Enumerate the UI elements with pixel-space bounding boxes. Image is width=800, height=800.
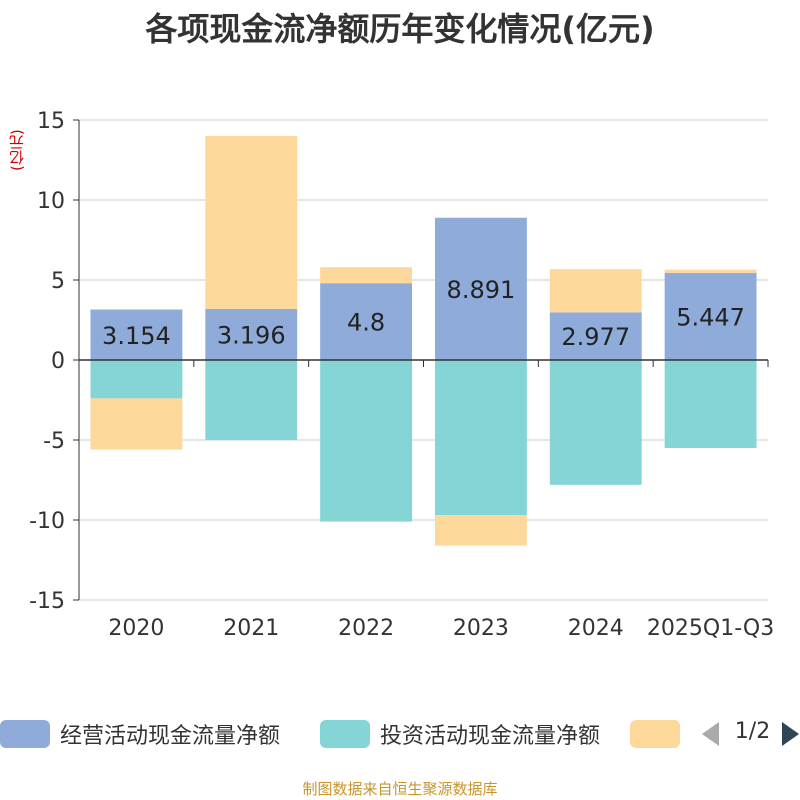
bar-series1-2024 — [549, 360, 642, 485]
y-tick-label: 15 — [37, 109, 65, 134]
bar-series1-2022 — [320, 360, 413, 522]
bar-series2-2022 — [320, 267, 413, 284]
bar-series0-2023 — [434, 217, 527, 360]
data-label-2024: 2.977 — [561, 323, 630, 351]
bar-series1-2021 — [205, 360, 298, 440]
data-label-2021: 3.196 — [217, 321, 286, 349]
data-source-note: 制图数据来自恒生聚源数据库 — [302, 780, 498, 798]
bar-series0-2025Q1-Q3 — [664, 272, 757, 360]
data-label-2025Q1-Q3: 5.447 — [676, 303, 745, 331]
bar-series1-2023 — [434, 360, 527, 516]
x-tick-label: 2024 — [568, 616, 624, 641]
bar-series2-2024 — [549, 269, 642, 313]
legend-prev-page-icon[interactable] — [702, 722, 719, 746]
legend-label-investing: 投资活动现金流量净额 — [380, 724, 601, 749]
bar-series2-2021 — [205, 136, 298, 309]
legend: 经营活动现金流量净额 投资活动现金流量净额 1/2 — [0, 716, 800, 752]
y-tick-label: -10 — [29, 509, 65, 534]
legend-page-indicator: 1/2 — [734, 719, 771, 744]
x-tick-label: 2021 — [223, 616, 279, 641]
bar-series0-2024 — [549, 312, 642, 360]
legend-swatch-financing — [630, 720, 680, 748]
legend-item-operating[interactable]: 经营活动现金流量净额 — [0, 716, 280, 752]
y-tick-label: -15 — [29, 589, 65, 614]
bar-series0-2020 — [90, 309, 183, 360]
x-tick-label: 2025Q1-Q3 — [647, 616, 774, 641]
bar-series0-2021 — [205, 308, 298, 360]
legend-item-investing[interactable]: 投资活动现金流量净额 — [320, 716, 600, 752]
data-label-2020: 3.154 — [102, 322, 171, 350]
chart-canvas: 15 10 5 0 -5 -10 -15 3.154 2020 3.196 2021 4.8 2022 8… — [29, 109, 774, 641]
bar-series0-2022 — [320, 283, 413, 360]
y-tick-label: 10 — [37, 189, 65, 214]
bar-series2-2025Q1-Q3 — [664, 269, 757, 273]
bar-series2-2020 — [90, 398, 183, 450]
bar-series2-2023 — [434, 515, 527, 546]
y-tick-label: 5 — [51, 269, 65, 294]
legend-label-operating: 经营活动现金流量净额 — [60, 724, 281, 749]
legend-swatch-operating — [0, 720, 50, 748]
y-tick-label: 0 — [51, 349, 65, 374]
legend-item-financing[interactable] — [630, 716, 690, 752]
x-tick-label: 2022 — [338, 616, 394, 641]
bar-series1-2020 — [90, 360, 183, 399]
legend-pager: 1/2 — [700, 716, 800, 752]
data-label-2023: 8.891 — [447, 276, 516, 304]
x-tick-label: 2020 — [108, 616, 164, 641]
bar-series1-2025Q1-Q3 — [664, 360, 757, 448]
data-label-2022: 4.8 — [347, 309, 385, 337]
legend-swatch-investing — [320, 720, 370, 748]
legend-next-page-icon[interactable] — [782, 722, 799, 746]
x-tick-label: 2023 — [453, 616, 509, 641]
chart-title: 各项现金流净额历年变化情况(亿元) — [145, 10, 655, 48]
y-tick-label: -5 — [43, 429, 65, 454]
